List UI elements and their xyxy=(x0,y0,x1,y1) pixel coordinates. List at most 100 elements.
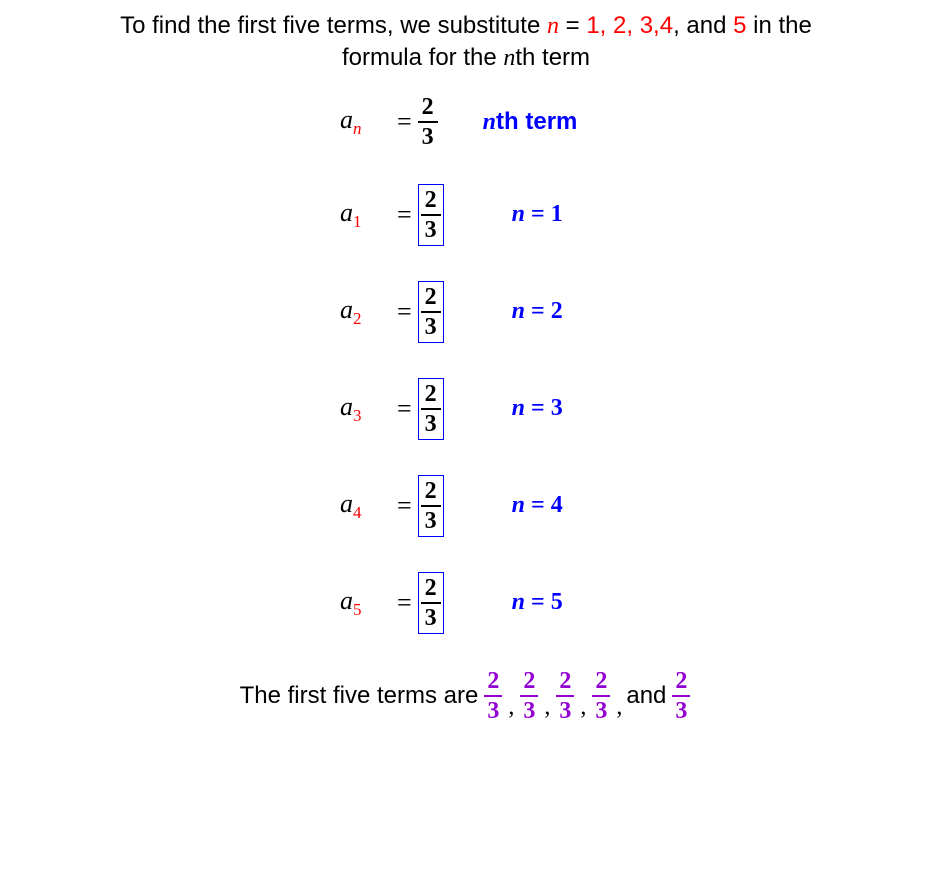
denominator: 3 xyxy=(421,408,441,436)
intro-vals: 1, 2, 3,4 xyxy=(586,12,673,39)
label-v: 2 xyxy=(551,298,563,324)
a-var: a xyxy=(340,586,353,615)
a-sub: 5 xyxy=(353,600,362,619)
lhs-1: a1 xyxy=(340,198,415,232)
numerator: 2 xyxy=(421,382,441,408)
denominator: 3 xyxy=(484,695,502,723)
label-eq: = xyxy=(525,492,551,518)
math-document: To find the first five terms, we substit… xyxy=(10,10,922,723)
label-eq: = xyxy=(525,201,551,227)
a-sub-n: n xyxy=(353,119,362,138)
boxed-fraction: 2 3 xyxy=(418,572,444,634)
comma: , xyxy=(508,694,514,721)
numerator: 2 xyxy=(484,669,502,695)
label-eq: = xyxy=(525,298,551,324)
label-n1: n = 1 xyxy=(512,201,563,228)
comma: , xyxy=(616,694,622,721)
term-row-3: a3 = 2 3 n = 3 xyxy=(340,378,922,440)
a-sub: 2 xyxy=(353,309,362,328)
intro-part1: To find the first five terms, we substit… xyxy=(120,12,547,39)
denominator: 3 xyxy=(421,311,441,339)
label-eq: = xyxy=(525,589,551,615)
numerator: 2 xyxy=(421,285,441,311)
conclusion-text: The first five terms are 23, 23, 23, 23,… xyxy=(10,669,922,723)
label-n: n xyxy=(512,298,525,324)
label-n4: n = 4 xyxy=(512,492,563,519)
conclusion-lead: The first five terms are xyxy=(240,682,479,710)
intro-n: n xyxy=(547,13,559,39)
denominator: 3 xyxy=(418,121,438,149)
intro-part3: in the xyxy=(746,12,811,39)
numerator: 2 xyxy=(592,669,610,695)
comma: , xyxy=(544,694,550,721)
lhs-5: a5 xyxy=(340,586,415,620)
label-n: n xyxy=(483,109,496,135)
denominator: 3 xyxy=(421,505,441,533)
fraction: 2 3 xyxy=(418,95,438,149)
answer-frac-1: 23 xyxy=(484,669,502,723)
denominator: 3 xyxy=(556,695,574,723)
intro-line2a: formula for the xyxy=(342,44,503,71)
label-v: 4 xyxy=(551,492,563,518)
answer-frac-3: 23 xyxy=(556,669,574,723)
boxed-fraction: 2 3 xyxy=(418,378,444,440)
lhs-4: a4 xyxy=(340,489,415,523)
label-eq: = xyxy=(525,395,551,421)
term-row-4: a4 = 2 3 n = 4 xyxy=(340,475,922,537)
equation-rows: an = 2 3 nth term a1 = 2 3 n = 1 a2 = 2 … xyxy=(340,95,922,634)
label-v: 1 xyxy=(551,201,563,227)
label-nth-term: nth term xyxy=(483,108,578,136)
term-row-1: a1 = 2 3 n = 1 xyxy=(340,184,922,246)
a-var: a xyxy=(340,392,353,421)
a-sub: 4 xyxy=(353,503,362,522)
numerator: 2 xyxy=(418,95,438,121)
label-n: n xyxy=(512,201,525,227)
a-sub: 3 xyxy=(353,406,362,425)
intro-text: To find the first five terms, we substit… xyxy=(10,10,922,75)
intro-line2c: th term xyxy=(515,44,590,71)
a-var: a xyxy=(340,295,353,324)
term-row-2: a2 = 2 3 n = 2 xyxy=(340,281,922,343)
numerator: 2 xyxy=(421,576,441,602)
numerator: 2 xyxy=(520,669,538,695)
answer-frac-2: 23 xyxy=(520,669,538,723)
general-term-row: an = 2 3 nth term xyxy=(340,95,922,149)
label-n: n xyxy=(512,589,525,615)
denominator: 3 xyxy=(672,695,690,723)
denominator: 3 xyxy=(520,695,538,723)
lhs-3: a3 xyxy=(340,392,415,426)
denominator: 3 xyxy=(421,602,441,630)
label-n2: n = 2 xyxy=(512,298,563,325)
lhs-2: a2 xyxy=(340,295,415,329)
numerator: 2 xyxy=(421,188,441,214)
a-var: a xyxy=(340,198,353,227)
intro-part2: , and xyxy=(673,12,733,39)
label-n5: n = 5 xyxy=(512,589,563,616)
intro-eq: = xyxy=(559,12,586,39)
label-n: n xyxy=(512,492,525,518)
answer-frac-5: 23 xyxy=(672,669,690,723)
label-n: n xyxy=(512,395,525,421)
comma: , xyxy=(580,694,586,721)
numerator: 2 xyxy=(672,669,690,695)
denominator: 3 xyxy=(421,214,441,242)
conclusion-and: and xyxy=(626,682,666,710)
term-row-5: a5 = 2 3 n = 5 xyxy=(340,572,922,634)
a-sub: 1 xyxy=(353,212,362,231)
numerator: 2 xyxy=(421,479,441,505)
a-var: a xyxy=(340,489,353,518)
label-v: 3 xyxy=(551,395,563,421)
a-var: a xyxy=(340,105,353,134)
boxed-fraction: 2 3 xyxy=(418,184,444,246)
label-text: th term xyxy=(496,108,577,135)
boxed-fraction: 2 3 xyxy=(418,281,444,343)
denominator: 3 xyxy=(592,695,610,723)
label-n3: n = 3 xyxy=(512,395,563,422)
answer-frac-4: 23 xyxy=(592,669,610,723)
intro-val5: 5 xyxy=(733,12,746,39)
boxed-fraction: 2 3 xyxy=(418,475,444,537)
lhs-general: an xyxy=(340,105,415,139)
intro-line2b: n xyxy=(503,45,515,71)
numerator: 2 xyxy=(556,669,574,695)
label-v: 5 xyxy=(551,589,563,615)
